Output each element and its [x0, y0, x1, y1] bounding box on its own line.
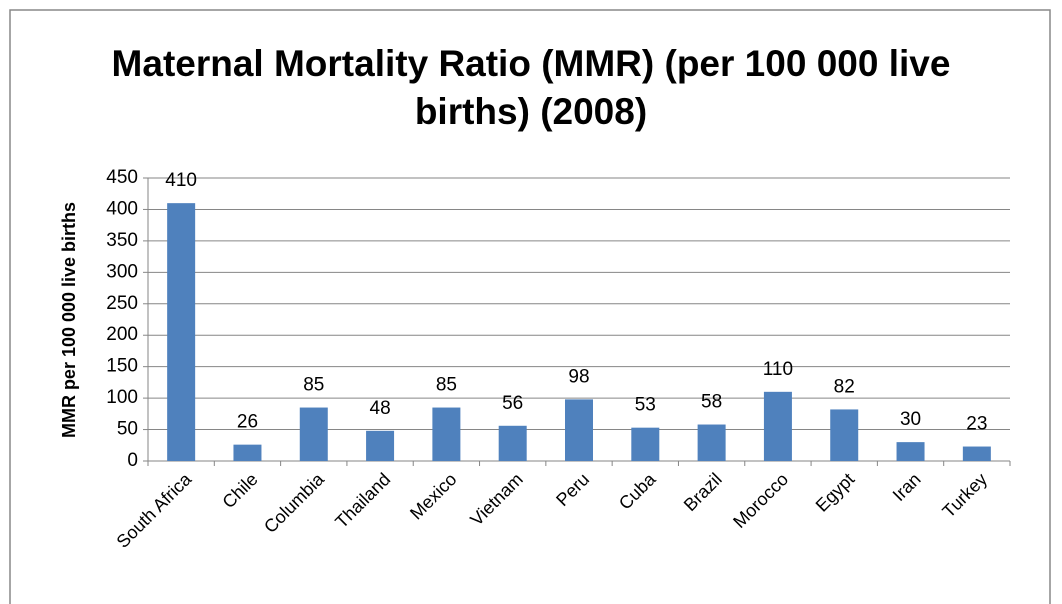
- x-tick-label: Turkey: [938, 469, 991, 522]
- y-tick-label: 300: [106, 261, 138, 282]
- x-tick-label: Chile: [218, 469, 261, 512]
- y-tick-label: 400: [106, 198, 138, 219]
- bar: [631, 427, 660, 461]
- bar: [498, 425, 527, 461]
- x-tick-label: Vietnam: [466, 469, 527, 530]
- bar: [763, 391, 792, 461]
- bar: [830, 409, 859, 461]
- x-tick-label: Mexico: [406, 469, 460, 523]
- x-tick-label: South Africa: [113, 468, 196, 551]
- y-tick-label: 350: [106, 230, 138, 251]
- x-tick-label: Brazil: [680, 469, 726, 515]
- bar: [432, 407, 461, 461]
- x-tick-label: Iran: [889, 469, 925, 505]
- value-label: 26: [237, 412, 258, 433]
- value-label: 110: [763, 359, 793, 380]
- value-label: 48: [370, 398, 391, 419]
- bar: [565, 399, 593, 461]
- x-tick-label: Columbia: [260, 468, 329, 537]
- chart-title: Maternal Mortality Ratio (MMR) (per 100 …: [111, 43, 951, 132]
- x-tick-label: Peru: [552, 469, 593, 510]
- value-label: 98: [568, 366, 589, 387]
- y-tick-label: 250: [106, 293, 138, 314]
- value-label: 85: [436, 375, 457, 396]
- y-tick-label: 50: [117, 419, 138, 440]
- y-tick-label: 450: [106, 167, 138, 188]
- bar: [962, 446, 991, 461]
- x-tick-label: Thailand: [331, 469, 394, 532]
- value-label: 410: [165, 170, 197, 191]
- bar: [896, 442, 925, 461]
- bar: [167, 203, 196, 461]
- chart-border: [9, 9, 1051, 604]
- value-label: 82: [834, 376, 855, 397]
- y-tick-label: 200: [106, 324, 138, 345]
- bar: [697, 424, 726, 461]
- value-label: 85: [303, 375, 324, 396]
- value-label: 56: [502, 393, 523, 414]
- y-tick-label: 150: [106, 356, 138, 377]
- x-tick-label: Egypt: [812, 469, 859, 516]
- y-tick-label: 0: [127, 450, 138, 471]
- y-tick-label: 100: [106, 387, 138, 408]
- value-label: 58: [701, 392, 722, 413]
- bar: [366, 430, 395, 461]
- value-label: 53: [635, 395, 656, 416]
- bar: [233, 444, 262, 461]
- bar: [299, 407, 328, 461]
- value-label: 23: [966, 414, 987, 435]
- y-axis-label: MMR per 100 000 live births: [59, 202, 79, 438]
- value-label: 30: [900, 409, 921, 430]
- x-tick-label: Cuba: [615, 468, 660, 513]
- x-tick-label: Morocco: [729, 469, 792, 532]
